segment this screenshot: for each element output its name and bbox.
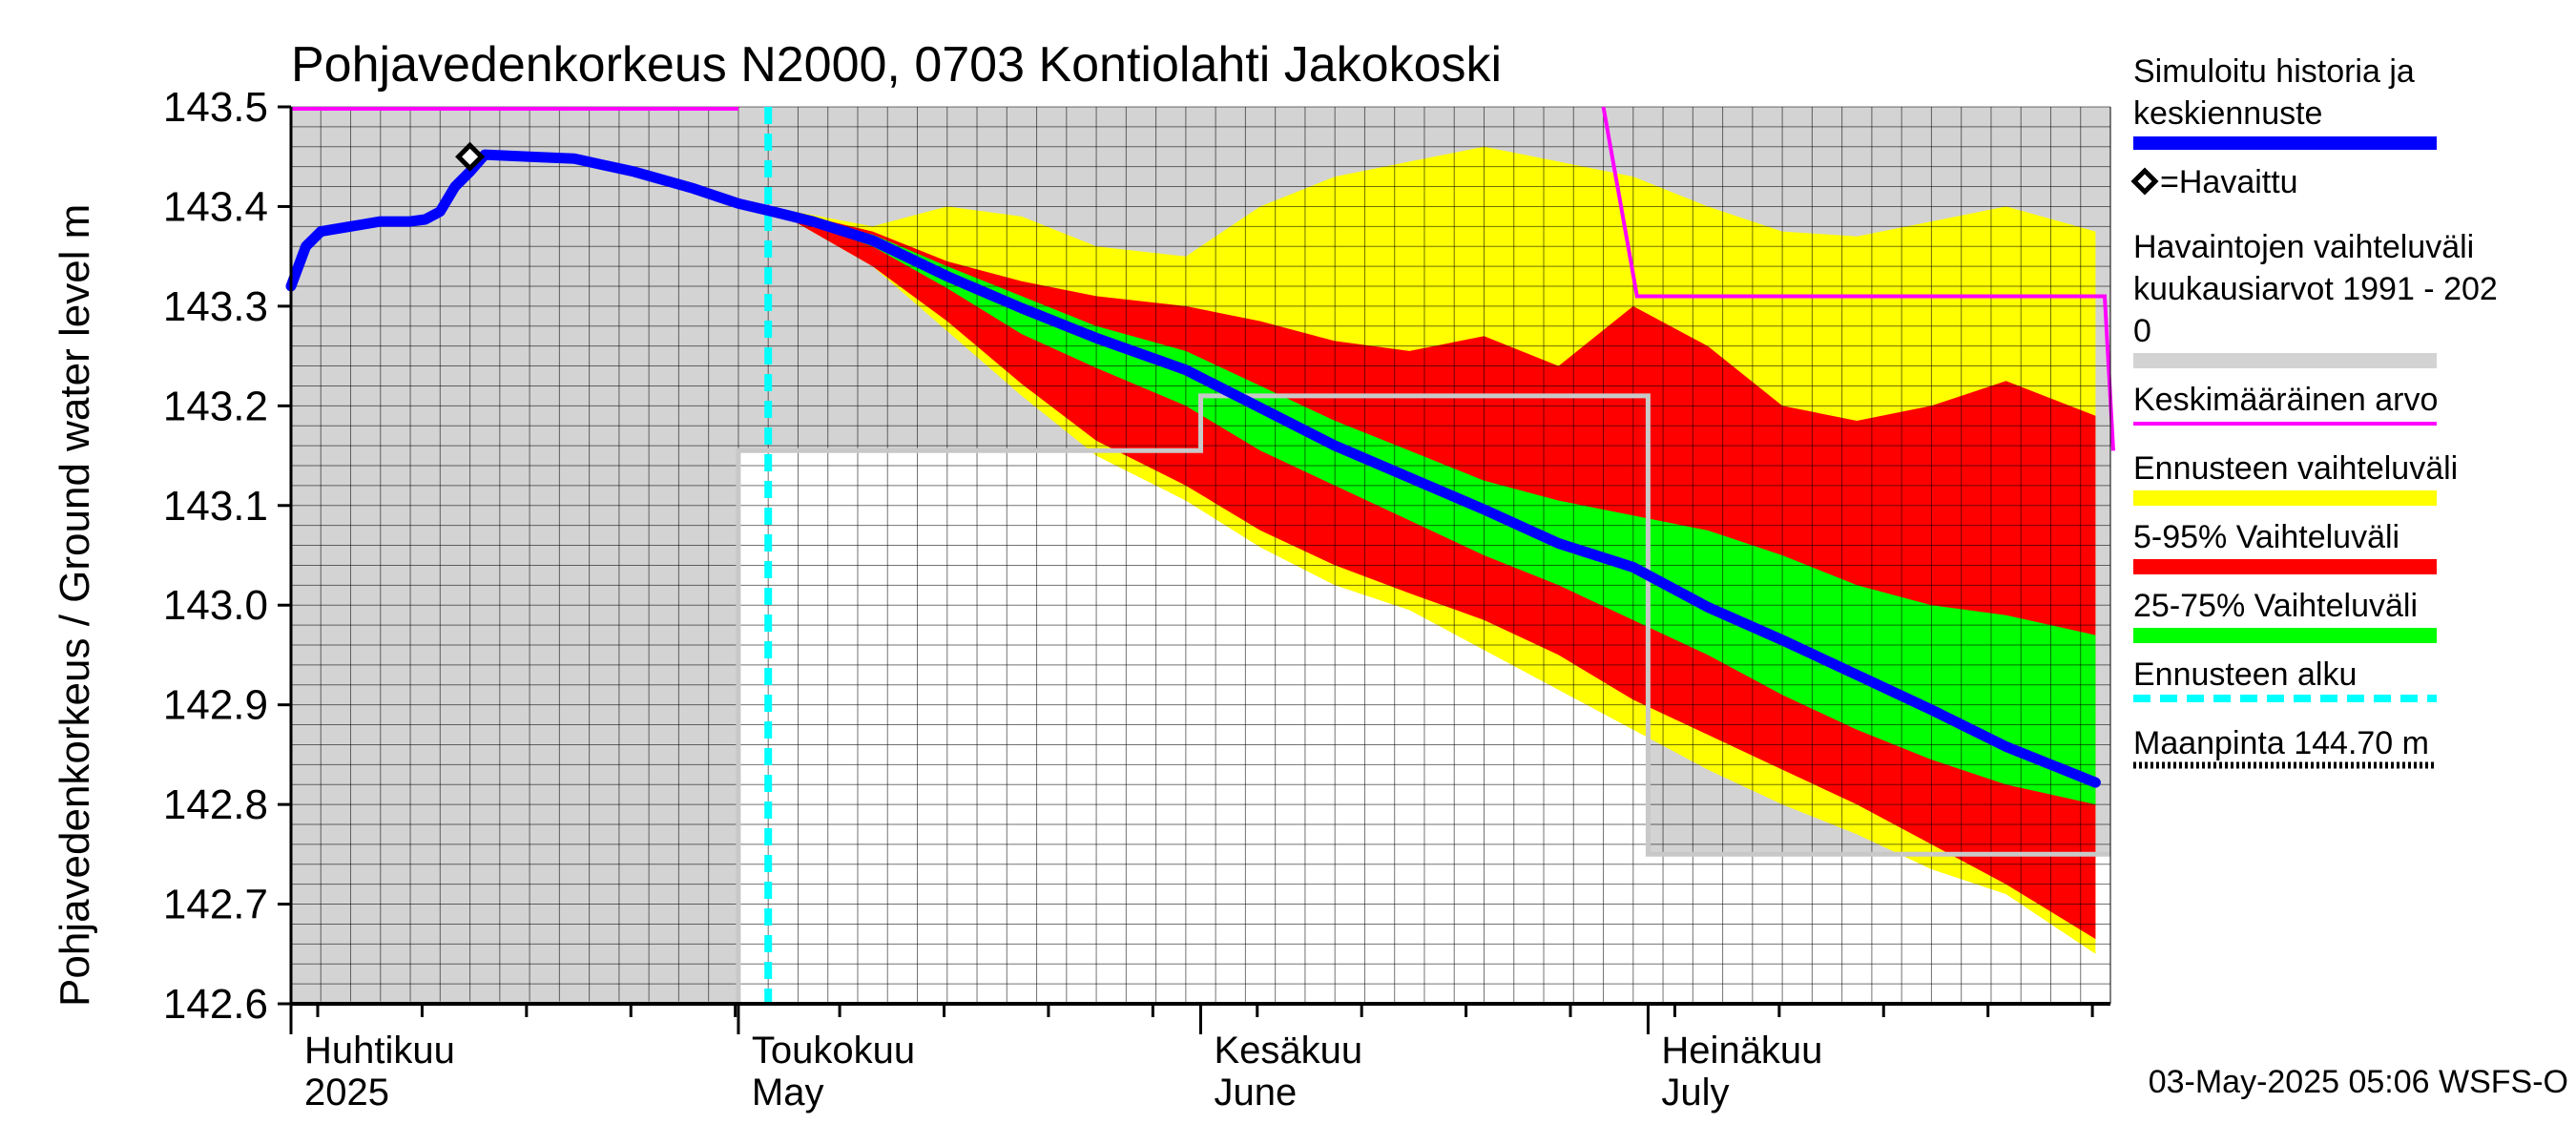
legend-label-7: Ennusteen alku [2133,656,2357,693]
y-tick-label: 142.8 [163,781,268,828]
historical-min-line [291,393,2110,1007]
y-axis-label: Pohjavedenkorkeus / Ground water level m [52,204,98,1007]
legend-swatch-4 [2133,490,2437,506]
y-tick-label: 142.6 [163,981,268,1028]
median-line [285,149,2101,788]
legend-label-2: kuukausiarvot 1991 - 202 [2133,271,2498,307]
y-tick-label: 142.7 [163,882,268,928]
month-label-fi: Huhtikuu [304,1030,455,1072]
legend-label-8: Maanpinta 144.70 m [2133,725,2429,761]
legend-swatch-6 [2133,628,2437,643]
p25-75-band [768,210,2096,805]
legend-label-2: Havaintojen vaihteluväli [2133,229,2474,265]
month-label-fi: Heinäkuu [1661,1030,1822,1072]
month-label-en: June [1215,1072,1298,1114]
legend-label-3: Keskimääräinen arvo [2133,382,2438,418]
p5-95-band [768,206,2096,940]
y-tick-label: 143.3 [163,283,268,330]
y-tick-label: 143.1 [163,483,268,530]
legend-swatch-2 [2133,353,2437,368]
y-tick-label: 143.4 [163,183,268,230]
y-tick-label: 143.0 [163,582,268,629]
plot-area [285,106,2115,1007]
month-label-en: July [1661,1072,1729,1114]
y-tick-label: 143.5 [163,84,268,131]
chart-title: Pohjavedenkorkeus N2000, 0703 Kontiolaht… [291,37,1502,93]
legend-swatch-1 [2130,167,2159,196]
month-label-en: 2025 [304,1072,389,1114]
legend-label-6: 25-75% Vaihteluväli [2133,588,2418,624]
timestamp-label: 03-May-2025 05:06 WSFS-O [2149,1064,2568,1100]
month-label-en: May [752,1072,824,1114]
y-tick-label: 142.9 [163,682,268,729]
legend-label-2: 0 [2133,313,2151,349]
legend-label-4: Ennusteen vaihteluväli [2133,450,2458,487]
legend-label-1: =Havaittu [2160,164,2298,200]
month-label-fi: Toukokuu [752,1030,915,1072]
month-label-fi: Kesäkuu [1215,1030,1363,1072]
mean-line-jul [1601,106,2115,451]
legend-swatch-5 [2133,559,2437,574]
legend-label-0: Simuloitu historia ja [2133,53,2415,90]
y-tick-label: 143.2 [163,383,268,429]
axes: 143.5 143.4 143.3 143.2 143.1 143.0 142.9 142.8… [163,84,2111,1114]
legend-label-0: keskiennuste [2133,95,2322,132]
historical-range-2025-04 [291,107,738,1004]
observed-point [455,141,486,172]
legend: Simuloitu historia ja keskiennuste =Havait… [2130,53,2498,769]
legend-label-5: 5-95% Vaihteluväli [2133,519,2399,555]
